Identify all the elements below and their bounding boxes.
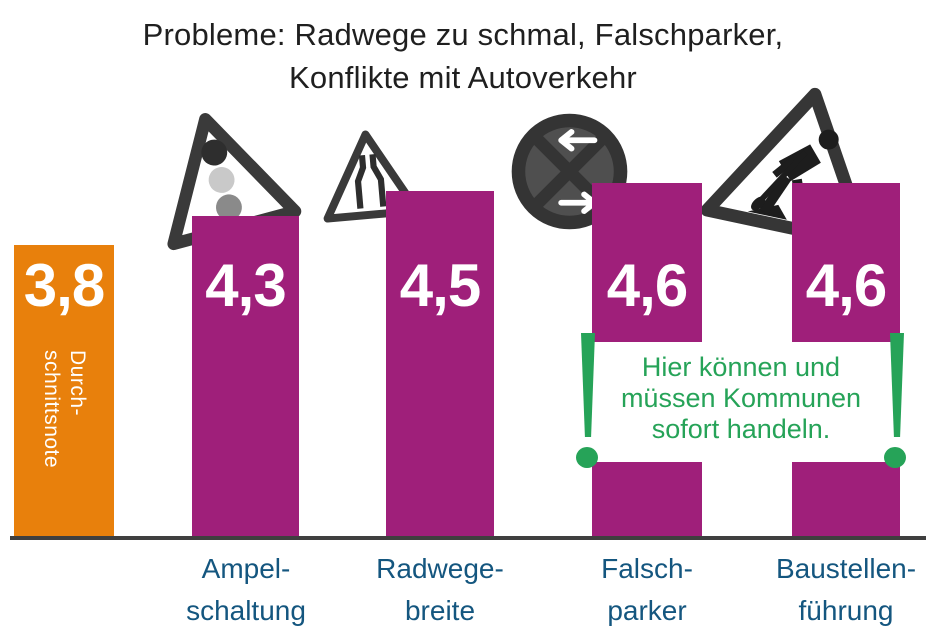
value-label-durchschnittsnote: 3,8: [23, 252, 105, 319]
category-label-line2: führung: [798, 595, 894, 626]
category-label-line2: parker: [607, 595, 687, 626]
average-grade-side-label: Durch- schnittsnote: [38, 350, 90, 480]
value-label-ampelschaltung: 4,3: [205, 252, 286, 319]
category-label-line1: Falsch-: [601, 553, 693, 584]
chart-title-line1: Probleme: Radwege zu schmal, Falschparke…: [142, 17, 784, 52]
category-label-line2: breite: [404, 595, 476, 626]
value-label-falschparker: 4,6: [606, 252, 688, 319]
category-label-line1: Radwege-: [376, 553, 504, 584]
exclamation-mark-right-icon: [890, 333, 904, 437]
category-label-line1: Ampel-: [201, 553, 291, 584]
category-label-ampelschaltung: Ampel- schaltung: [136, 548, 356, 632]
exclamation-dot-left-icon: [576, 447, 598, 468]
chart-title: Probleme: Radwege zu schmal, Falschparke…: [0, 13, 926, 99]
no-stopping-sign-icon: [509, 111, 630, 232]
bar-radwegebreite: [386, 191, 494, 538]
annotation-line3: sofort handeln.: [651, 414, 831, 444]
side-label-line2: schnittsnote: [40, 350, 63, 469]
value-label-baustellenfuehrung: 4,6: [805, 252, 887, 319]
side-label-line1: Durch-: [66, 350, 89, 417]
traffic-light-sign-icon: [163, 109, 305, 254]
exclamation-dot-right-icon: [884, 447, 906, 468]
category-label-baustellenfuehrung: Baustellen- führung: [736, 548, 926, 632]
chart-title-line2: Konflikte mit Autoverkehr: [289, 60, 637, 95]
annotation-background: [572, 342, 910, 462]
category-label-radwegebreite: Radwege- breite: [330, 548, 550, 632]
value-label-radwegebreite: 4,5: [399, 252, 481, 319]
x-axis-line: [10, 536, 926, 540]
exclamation-mark-left-icon: [581, 333, 595, 437]
category-label-line2: schaltung: [186, 595, 306, 626]
category-label-falschparker: Falsch- parker: [537, 548, 757, 632]
annotation-text: Hier können und müssen Kommunen sofort h…: [572, 352, 910, 445]
bar-ampelschaltung: [192, 216, 299, 538]
annotation-line1: Hier können und: [641, 352, 841, 382]
annotation-line2: müssen Kommunen: [620, 383, 862, 413]
bar-durchschnittsnote: [14, 245, 114, 538]
category-label-line1: Baustellen-: [775, 553, 917, 584]
